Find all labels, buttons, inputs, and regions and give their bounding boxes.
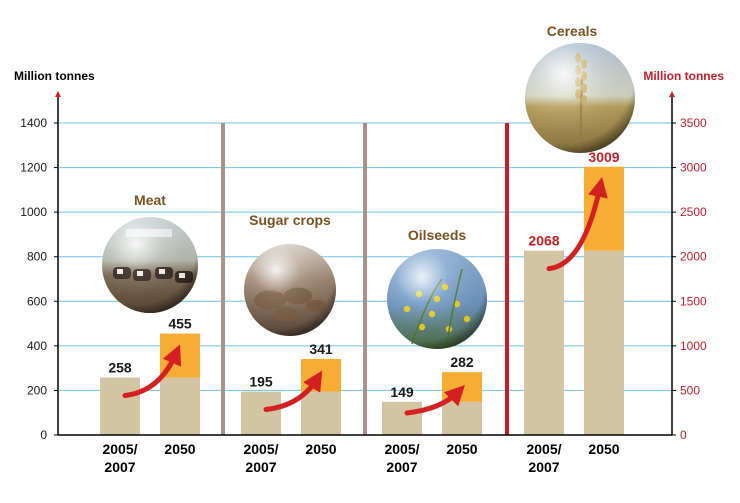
bar-0-baseline [100, 377, 140, 435]
right-axis-title: Million tonnes [643, 69, 724, 83]
bar-1-baseline [241, 391, 281, 435]
growth-arrow [263, 370, 323, 413]
data-label: 282 [450, 354, 474, 370]
bar-0-projection-base [160, 377, 200, 435]
x-tick-label: 2005/2007 [102, 441, 137, 475]
right-axis-tick-label: 0 [680, 428, 687, 442]
x-tick-label: 2005/2007 [243, 441, 278, 475]
right-axis-tick-label: 1000 [680, 339, 707, 353]
growth-arrow [122, 344, 182, 399]
right-axis-tick-label: 3500 [680, 116, 707, 130]
left-axis-tick-label: 1400 [20, 116, 47, 130]
x-tick-label: 2050 [446, 441, 477, 457]
left-axis-tick-label: 200 [27, 383, 47, 397]
bar-1-projection-base [301, 391, 341, 435]
left-axis-tick-label: 800 [27, 250, 47, 264]
bar-2-baseline [382, 401, 422, 435]
data-label: 3009 [588, 149, 619, 165]
left-axis-title: Million tonnes [14, 69, 95, 83]
right-axis-tick-label: 2000 [680, 250, 707, 264]
left-axis-tick-label: 400 [27, 339, 47, 353]
x-tick-label: 2050 [305, 441, 336, 457]
sugarcane-photo-icon [244, 244, 336, 336]
rapeseed-flower-photo-icon [387, 249, 487, 349]
group-title: Meat [134, 192, 166, 208]
x-tick-label: 2005/2007 [384, 441, 419, 475]
growth-arrow [404, 385, 466, 416]
group-title: Oilseeds [408, 227, 467, 243]
right-axis-tick-label: 1500 [680, 294, 707, 308]
left-axis-tick-label: 1200 [20, 161, 47, 175]
data-label: 341 [309, 341, 333, 357]
wheat-field-photo-icon [525, 43, 635, 153]
bar-3-baseline [524, 250, 564, 435]
x-tick-label: 2050 [164, 441, 195, 457]
data-label: 2068 [528, 233, 559, 249]
data-label: 149 [390, 384, 414, 400]
left-axis-tick-label: 0 [40, 428, 47, 442]
bar-2-projection-base [442, 401, 482, 435]
right-axis-tick-label: 3000 [680, 161, 707, 175]
left-axis-tick-label: 600 [27, 294, 47, 308]
data-label: 455 [168, 316, 192, 332]
cattle-photo-icon [102, 217, 198, 313]
data-label: 195 [249, 374, 273, 390]
growth-arrow [546, 176, 608, 272]
left-axis-tick-label: 1000 [20, 205, 47, 219]
x-tick-label: 2050 [588, 441, 619, 457]
group-title: Sugar crops [249, 212, 331, 228]
data-label: 258 [108, 360, 132, 376]
group-title: Cereals [547, 23, 598, 39]
right-axis-tick-label: 500 [680, 383, 700, 397]
bar-3-projection-base [584, 250, 624, 435]
right-axis-tick-label: 2500 [680, 205, 707, 219]
bar-1-projection-increase [301, 359, 341, 392]
bar-3-projection-increase [584, 166, 624, 251]
x-tick-label: 2005/2007 [526, 441, 561, 475]
